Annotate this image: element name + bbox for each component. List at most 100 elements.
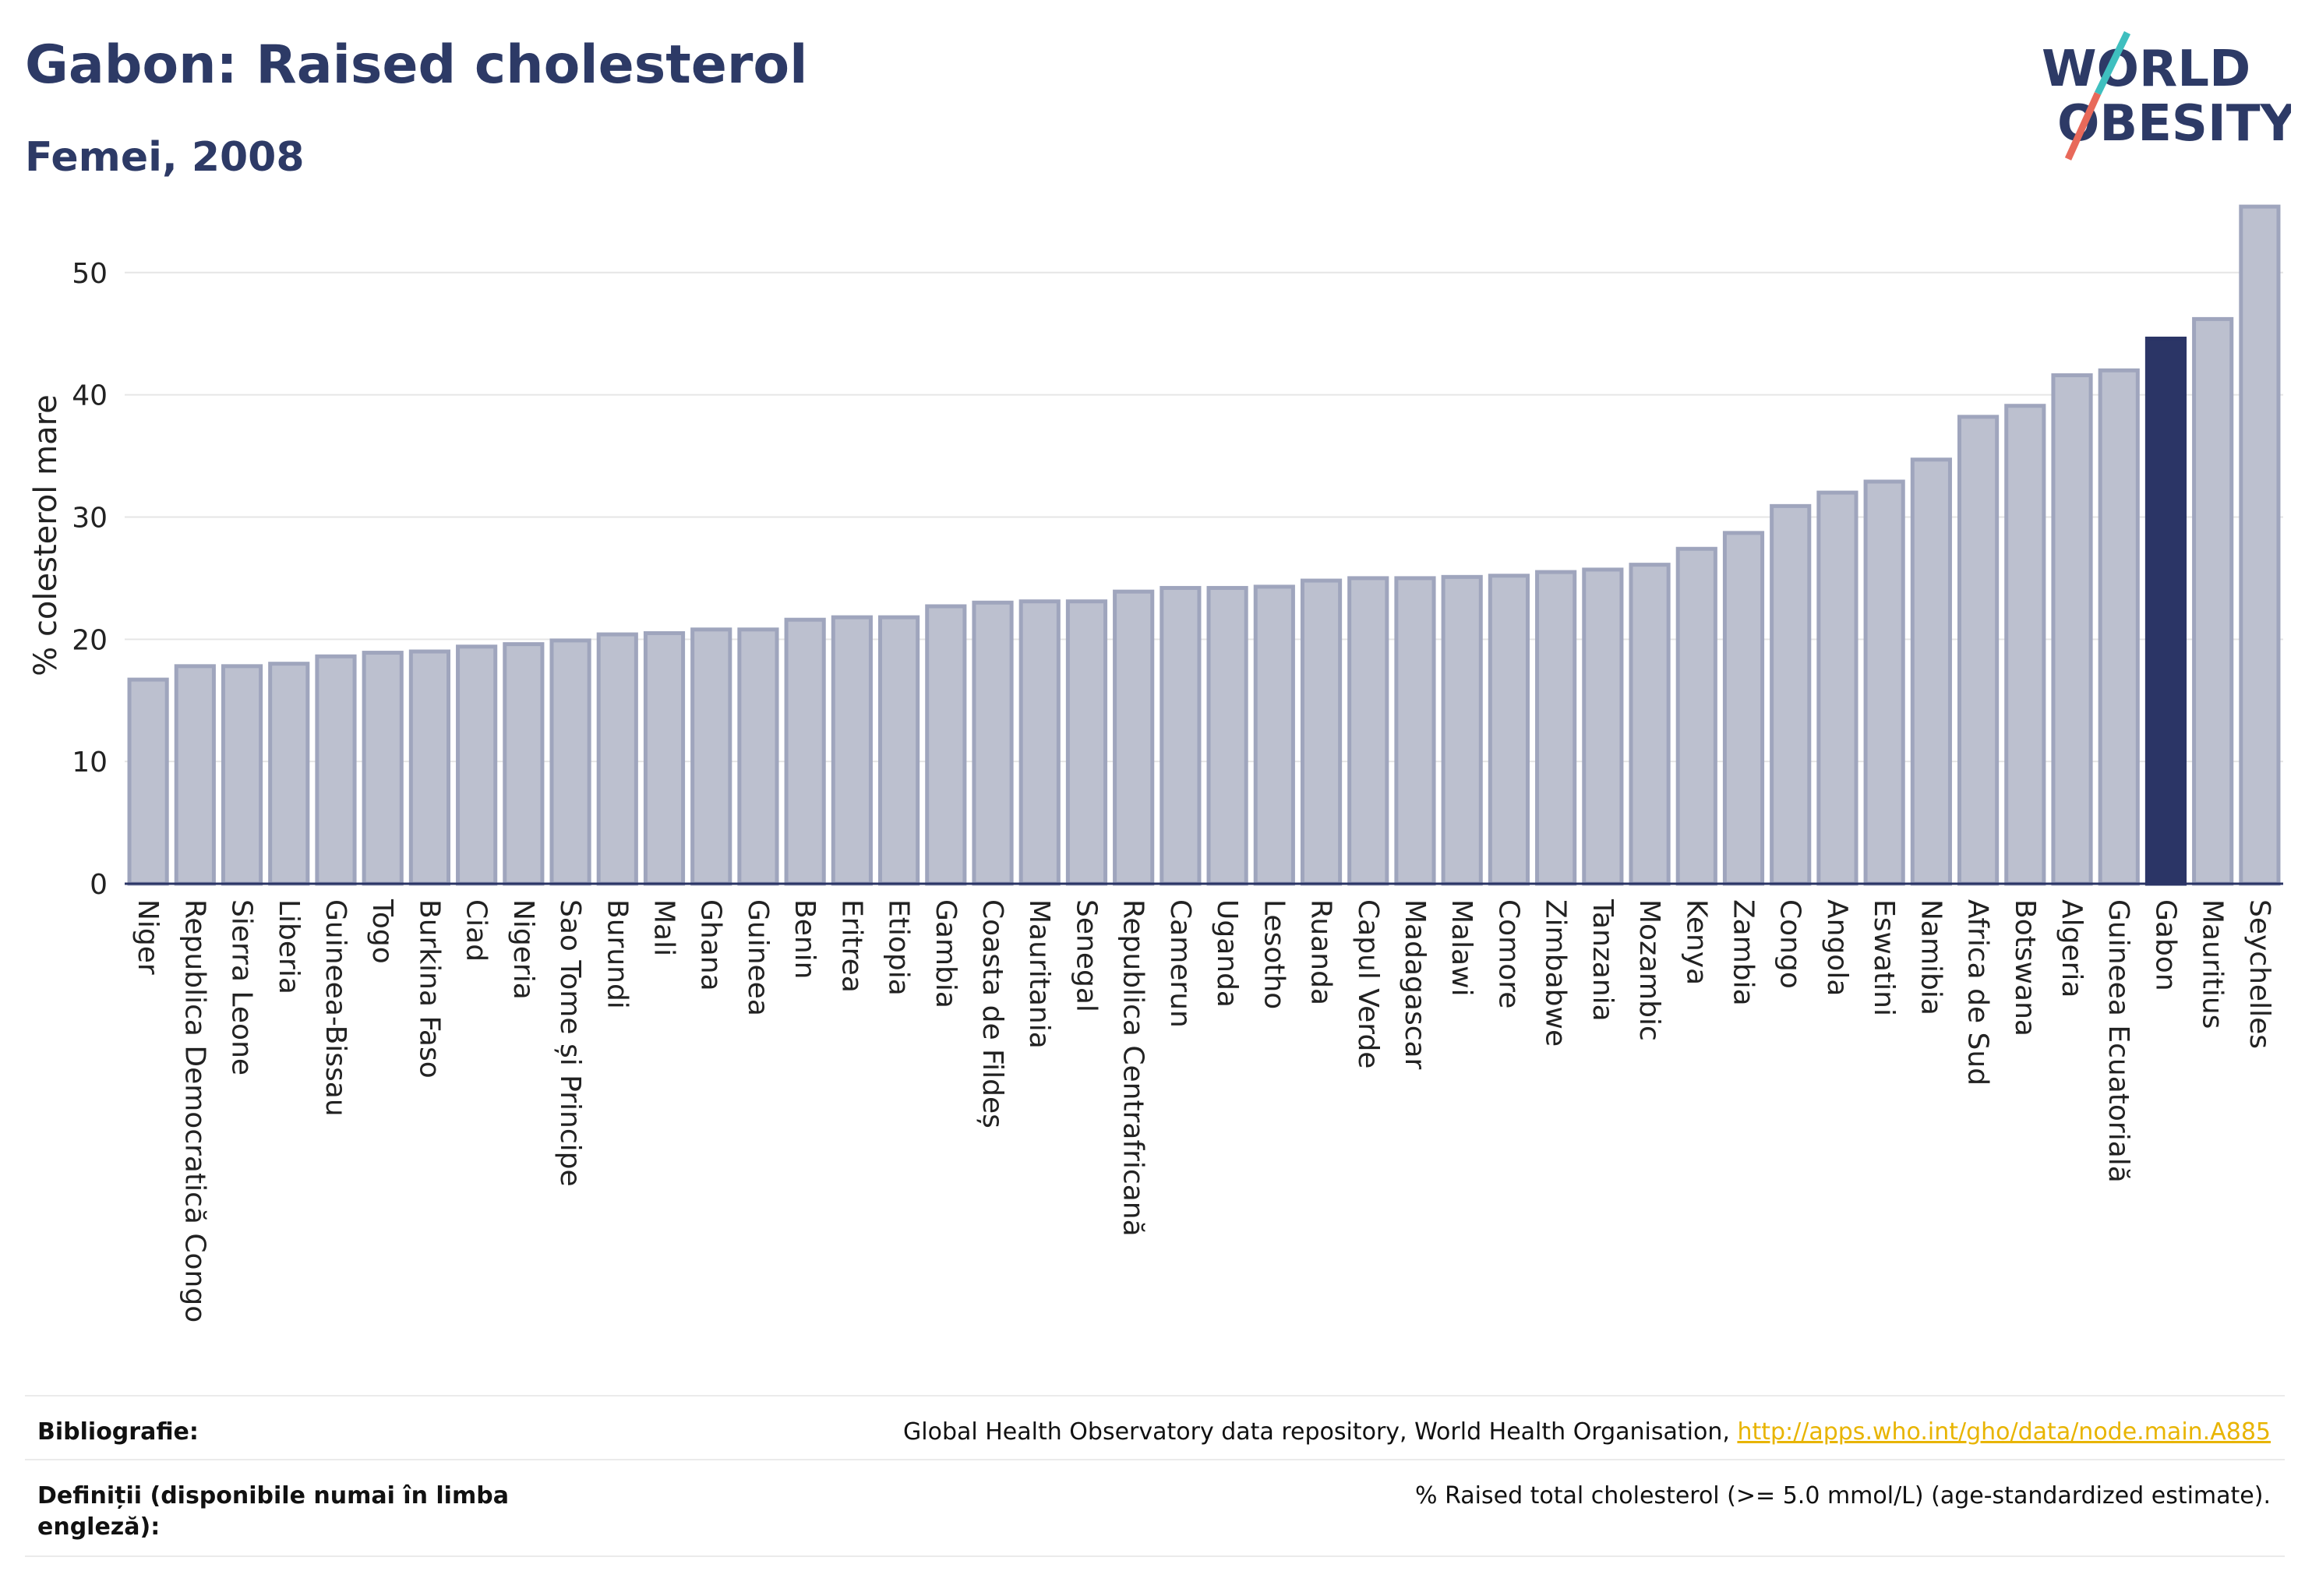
x-category-label: Nigeria xyxy=(507,899,539,1000)
x-category-label: Coasta de Fildeș xyxy=(976,899,1008,1128)
bar-41 xyxy=(2051,373,2093,886)
bar-27 xyxy=(1394,576,1436,886)
x-category-label: Mauritania xyxy=(1023,899,1055,1049)
bar-15 xyxy=(831,615,873,886)
x-category-label: Lesotho xyxy=(1258,899,1290,1009)
x-category-label: Algeria xyxy=(2056,899,2088,998)
bar-9 xyxy=(549,638,591,886)
x-category-label: Zambia xyxy=(1728,899,1760,1006)
bar-12 xyxy=(690,627,732,886)
bar-1 xyxy=(174,664,216,886)
bar-6 xyxy=(408,649,451,886)
bar-26 xyxy=(1347,576,1389,886)
x-category-label: Guineea xyxy=(742,899,774,1016)
bar-24 xyxy=(1253,584,1295,886)
x-category-label: Eswatini xyxy=(1868,899,1900,1016)
bar-32 xyxy=(1629,563,1671,886)
bar-16 xyxy=(878,615,920,886)
x-category-label: Comore xyxy=(1492,899,1524,1008)
x-category-label: Botswana xyxy=(2009,899,2041,1036)
x-category-label: Senegal xyxy=(1070,899,1102,1012)
bar-17 xyxy=(925,604,967,886)
x-category-label: Seychelles xyxy=(2243,899,2275,1049)
bar-0 xyxy=(127,677,169,886)
bar-19 xyxy=(1018,599,1061,886)
bar-40 xyxy=(2004,404,2046,886)
x-category-label: Republica Democratică Congo xyxy=(178,899,210,1322)
y-tick-label: 40 xyxy=(72,380,108,412)
bar-chart: 0 10 20 30 40 50 % colesterol mare Niger Republi… xyxy=(28,204,2283,1322)
x-category-label: Guineea Ecuatorială xyxy=(2102,899,2134,1183)
bar-38 xyxy=(1910,457,1952,886)
x-category-label: Angola xyxy=(1821,899,1853,996)
bibliography-text: Global Health Observatory data repositor… xyxy=(903,1418,1738,1446)
x-category-label: Etiopia xyxy=(883,899,915,996)
x-category-label: Guineea-Bissau xyxy=(319,899,351,1117)
x-category-label: Mali xyxy=(648,899,680,956)
x-category-label: Congo xyxy=(1774,899,1806,989)
logo-line1: WORLD xyxy=(2042,41,2250,98)
bibliography-link[interactable]: http://apps.who.int/gho/data/node.main.A… xyxy=(1737,1418,2271,1446)
bibliography-value: Global Health Observatory data repositor… xyxy=(903,1417,2271,1448)
bar-30 xyxy=(1535,570,1577,886)
bar-13 xyxy=(737,627,779,886)
bar-37 xyxy=(1863,479,1905,886)
bar-36 xyxy=(1816,490,1858,886)
y-tick-label: 20 xyxy=(72,624,108,656)
footer-divider-middle xyxy=(25,1459,2285,1460)
logo-slash-coral xyxy=(2064,92,2102,161)
bar-29 xyxy=(1488,574,1530,886)
x-category-label: Madagascar xyxy=(1399,899,1431,1070)
bar-14 xyxy=(784,617,826,886)
bar-10 xyxy=(596,632,638,886)
footer-divider-top xyxy=(25,1395,2285,1396)
x-category-label: Eritrea xyxy=(835,899,867,993)
y-axis-label: % colesterol mare xyxy=(28,394,64,676)
bar-39 xyxy=(1957,415,2000,886)
bar-35 xyxy=(1770,503,1812,886)
x-category-label: Malawi xyxy=(1445,899,1477,997)
bibliography-label: Bibliografie: xyxy=(37,1418,199,1446)
x-category-label: Uganda xyxy=(1211,899,1243,1008)
bar-45 xyxy=(2239,204,2281,886)
bar-44 xyxy=(2192,316,2234,886)
bar-11 xyxy=(643,630,686,886)
chart-subtitle: Femei, 2008 xyxy=(25,134,305,181)
x-category-label: Burundi xyxy=(601,899,633,1009)
bar-3 xyxy=(268,662,310,886)
bar-34 xyxy=(1722,531,1765,886)
bar-5 xyxy=(362,651,404,886)
bar-2 xyxy=(221,664,263,886)
x-category-label: Benin xyxy=(789,899,821,979)
bar-4 xyxy=(315,654,357,886)
x-category-label: Ruanda xyxy=(1305,899,1337,1005)
x-category-label: Zimbabwe xyxy=(1540,899,1572,1047)
bar-20 xyxy=(1065,599,1108,886)
x-category-label: Capul Verde xyxy=(1352,899,1384,1068)
world-obesity-logo[interactable]: WORLD OBESITY xyxy=(2034,31,2291,164)
x-category-label: Gabon xyxy=(2149,899,2181,991)
x-category-label: Liberia xyxy=(273,899,305,994)
bar-31 xyxy=(1582,567,1624,886)
x-category-label: Ciad xyxy=(461,899,492,962)
bar-8 xyxy=(503,642,545,886)
x-category-label: Sierra Leone xyxy=(226,899,258,1075)
y-tick-label: 50 xyxy=(72,258,108,290)
chart-title: Gabon: Raised cholesterol xyxy=(25,34,808,96)
x-category-label: Togo xyxy=(366,899,398,964)
x-category-label: Republica Centrafricană xyxy=(1117,899,1149,1237)
bar-22 xyxy=(1160,585,1202,886)
x-category-label: Mozambic xyxy=(1633,899,1665,1041)
x-category-label: Niger xyxy=(132,899,164,975)
bar-21 xyxy=(1113,589,1155,886)
x-category-label: Namibia xyxy=(1915,899,1947,1015)
bar-43 xyxy=(2144,336,2187,886)
bar-42 xyxy=(2098,368,2140,886)
logo-slash-teal xyxy=(2094,31,2131,95)
footer-divider-bottom xyxy=(25,1555,2285,1557)
bar-18 xyxy=(972,600,1014,886)
x-category-label: Sao Tome și Principe xyxy=(554,899,586,1187)
x-category-label: Kenya xyxy=(1680,899,1712,985)
bar-33 xyxy=(1675,546,1717,886)
y-tick-label: 30 xyxy=(72,502,108,534)
